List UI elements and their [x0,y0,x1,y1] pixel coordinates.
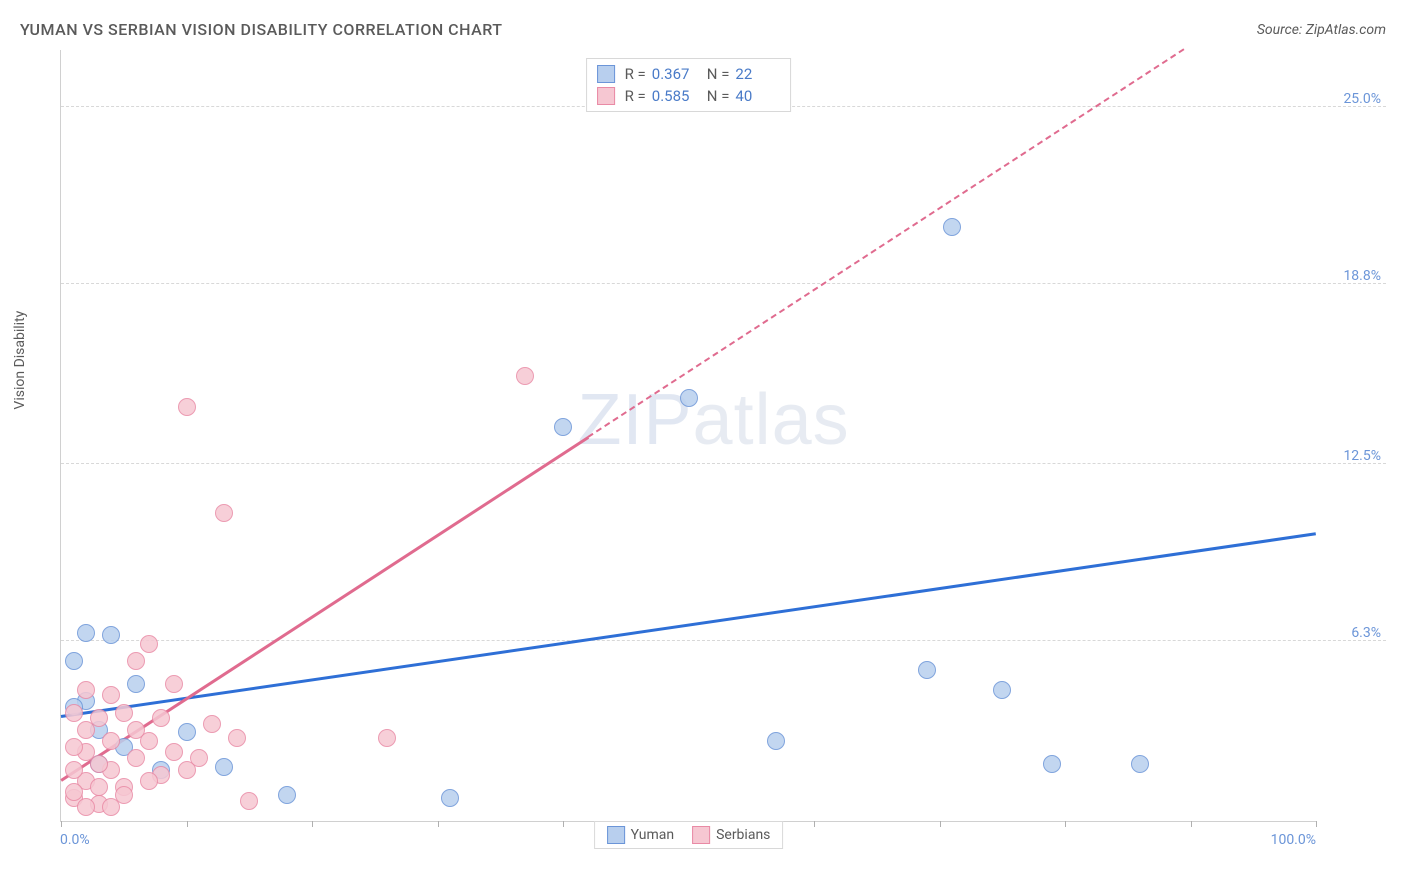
data-point [178,723,196,741]
legend-item-yuman: Yuman [607,826,674,844]
data-point [178,398,196,416]
data-point [65,738,83,756]
data-point [215,504,233,522]
n-label: N = [707,65,730,83]
y-axis-label: Vision Disability [12,311,28,410]
data-point [918,661,936,679]
r-value-serbians: 0.585 [652,87,697,105]
legend-correlation: R = 0.367 N = 22 R = 0.585 N = 40 [586,58,792,112]
watermark: ZIPatlas [578,379,850,461]
r-value-yuman: 0.367 [652,65,697,83]
data-point [993,681,1011,699]
data-point [127,721,145,739]
legend-row-yuman: R = 0.367 N = 22 [597,63,781,85]
chart-title: YUMAN VS SERBIAN VISION DISABILITY CORRE… [20,20,503,39]
data-point [203,715,221,733]
legend-label-yuman: Yuman [631,827,674,843]
legend-label-serbians: Serbians [716,827,770,843]
data-point [1043,755,1061,773]
watermark-light: atlas [693,380,850,460]
r-label: R = [625,65,646,83]
x-tick [61,821,62,827]
x-tick [1191,821,1192,827]
data-point [152,709,170,727]
data-point [90,709,108,727]
data-point [554,418,572,436]
data-point [378,729,396,747]
data-point [190,749,208,767]
swatch-serbians [597,87,615,105]
data-point [140,772,158,790]
data-point [102,798,120,816]
data-point [127,652,145,670]
legend-item-serbians: Serbians [692,826,770,844]
swatch-yuman-icon [607,826,625,844]
header: YUMAN VS SERBIAN VISION DISABILITY CORRE… [20,20,1386,39]
source-label: Source: ZipAtlas.com [1257,22,1386,38]
data-point [215,758,233,776]
data-point [65,704,83,722]
x-max-label: 100.0% [1271,832,1316,848]
x-tick [940,821,941,827]
y-tick-label: 18.8% [1343,268,1381,284]
gridline [61,463,1386,464]
chart-area: Vision Disability ZIPatlas R = 0.367 N =… [50,50,1386,852]
data-point [943,218,961,236]
y-tick-label: 12.5% [1343,448,1381,464]
data-point [140,635,158,653]
gridline [61,283,1386,284]
x-min-label: 0.0% [60,832,90,848]
data-point [102,732,120,750]
data-point [65,652,83,670]
legend-row-serbians: R = 0.585 N = 40 [597,85,781,107]
x-tick [312,821,313,827]
x-tick [438,821,439,827]
data-point [767,732,785,750]
trend-line [61,532,1316,718]
data-point [680,389,698,407]
data-point [77,681,95,699]
data-point [77,624,95,642]
n-label: N = [707,87,730,105]
data-point [102,626,120,644]
data-point [441,789,459,807]
y-tick-label: 6.3% [1351,625,1381,641]
watermark-bold: ZIP [578,380,693,460]
data-point [1131,755,1149,773]
x-tick [1316,821,1317,827]
swatch-serbians-icon [692,826,710,844]
x-tick [187,821,188,827]
n-value-yuman: 22 [735,65,780,83]
data-point [127,749,145,767]
gridline [61,640,1386,641]
swatch-yuman [597,65,615,83]
data-point [65,761,83,779]
data-point [516,367,534,385]
data-point [228,729,246,747]
data-point [165,743,183,761]
x-tick [814,821,815,827]
data-point [127,675,145,693]
x-tick [1065,821,1066,827]
r-label: R = [625,87,646,105]
plot-region: ZIPatlas R = 0.367 N = 22 R = 0.585 N = … [60,50,1316,822]
n-value-serbians: 40 [735,87,780,105]
data-point [77,798,95,816]
y-tick-label: 25.0% [1343,91,1381,107]
data-point [115,704,133,722]
data-point [165,675,183,693]
data-point [278,786,296,804]
data-point [240,792,258,810]
data-point [102,686,120,704]
x-tick [563,821,564,827]
legend-series: Yuman Serbians [594,821,784,849]
data-point [90,778,108,796]
